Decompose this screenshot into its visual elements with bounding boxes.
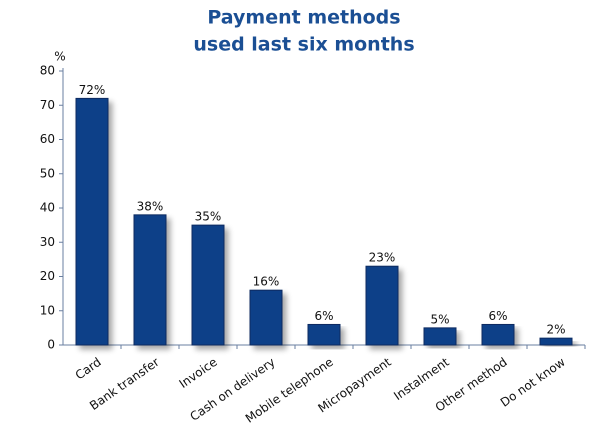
bar — [307, 323, 341, 346]
bar — [539, 337, 573, 346]
bar — [481, 323, 515, 346]
value-label: 35% — [195, 210, 222, 224]
bar — [133, 214, 167, 346]
value-label: 23% — [369, 251, 396, 265]
value-label: 5% — [430, 312, 449, 326]
y-tick-label: 0 — [47, 338, 55, 352]
value-label: 6% — [488, 309, 507, 323]
value-label: 38% — [137, 199, 164, 213]
x-tick-label: Invoice — [177, 355, 220, 391]
value-label: 2% — [546, 323, 565, 337]
y-tick-label: 20 — [40, 269, 55, 283]
bar — [191, 224, 225, 346]
bar — [365, 265, 399, 346]
chart-title: Payment methods — [207, 7, 400, 29]
x-tick-label: Do not know — [498, 355, 568, 410]
x-tick-label: Card — [73, 355, 104, 383]
y-tick-label: 60 — [40, 132, 55, 146]
bar — [249, 289, 283, 346]
y-tick-label: 80 — [40, 64, 55, 78]
y-tick-label: 40 — [40, 201, 55, 215]
bar — [75, 97, 109, 346]
value-label: 6% — [314, 309, 333, 323]
chart-title: used last six months — [193, 34, 414, 56]
bar — [423, 327, 457, 346]
y-axis-label: % — [54, 50, 65, 64]
y-tick-label: 70 — [40, 98, 55, 112]
value-label: 72% — [79, 83, 106, 97]
y-tick-label: 30 — [40, 235, 55, 249]
y-tick-label: 50 — [40, 166, 55, 180]
y-tick-label: 10 — [40, 303, 55, 317]
value-label: 16% — [253, 275, 280, 289]
